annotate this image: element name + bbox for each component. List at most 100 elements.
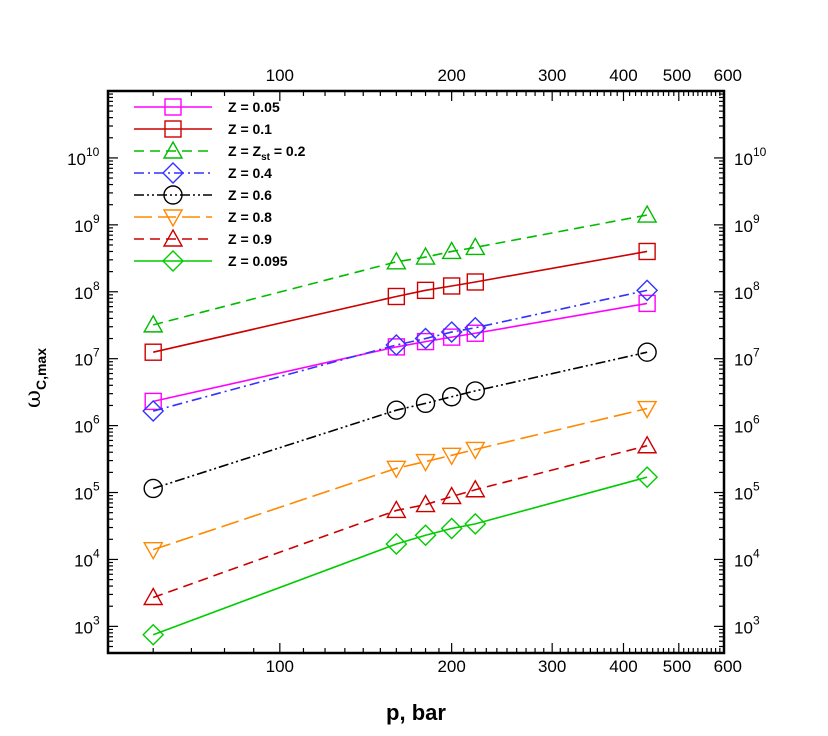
data-point	[440, 517, 463, 540]
series-3	[142, 279, 659, 423]
data-point	[143, 314, 164, 333]
y-tick-label-right-base: 10	[734, 485, 753, 504]
data-point	[143, 478, 163, 499]
y-tick-label-left: 10 3	[74, 613, 100, 637]
legend-label-main: Z = 0.8	[228, 209, 272, 225]
series-line-1	[153, 250, 648, 353]
y-tick-label-left: 10 7	[74, 346, 100, 370]
y-tick-label-left-base: 10	[74, 351, 93, 370]
y-tick-label-left: 10 4	[74, 546, 100, 570]
data-point	[144, 343, 162, 361]
data-point	[637, 342, 657, 362]
y-tick-label-left-base: 10	[74, 284, 93, 303]
legend-label: Z = 0.9	[228, 231, 272, 247]
legend-label-main: Z = 0.4	[228, 165, 272, 181]
legend-entry-5: Z = 0.8	[134, 209, 272, 228]
y-tick-label-left: 10 5	[74, 480, 100, 504]
legend-entry-7: Z = 0.095	[134, 250, 288, 272]
y-tick-label-right-base: 10	[734, 351, 753, 370]
data-point	[465, 441, 486, 460]
series-2	[143, 204, 658, 333]
y-tick-label-right-base: 10	[734, 418, 753, 437]
data-point	[636, 204, 658, 223]
legend-entry-3: Z = 0.4	[134, 162, 272, 184]
data-point	[465, 236, 486, 256]
legend-label: Z = 0.095	[228, 253, 288, 269]
plot-frame	[106, 89, 726, 655]
legend-label: Z = 0.4	[228, 165, 272, 181]
y-tick-label-right-base: 10	[734, 217, 753, 236]
y-tick-label-right: 10 4	[734, 546, 760, 570]
data-point	[466, 273, 484, 291]
legend-marker	[164, 98, 182, 116]
y-tick-label-left: 10 9	[74, 212, 100, 236]
series-line-5	[152, 407, 648, 551]
legend-entry-0: Z = 0.05	[134, 98, 280, 116]
legend-label-tail: = 0.2	[270, 143, 306, 159]
y-tick-label-right-exponent: 9	[753, 212, 760, 226]
legend-label-main: Z = 0.1	[228, 121, 272, 137]
data-point	[385, 533, 408, 556]
data-point	[441, 447, 462, 466]
x-tick-label-bottom: 300	[538, 657, 566, 676]
y-tick-label-left: 10 10	[67, 145, 100, 169]
x-tick-label-top: 600	[714, 66, 742, 85]
data-point	[441, 241, 462, 260]
data-point	[416, 281, 435, 300]
x-tick-label-bottom: 100	[266, 657, 294, 676]
legend-marker	[162, 209, 184, 228]
y-tick-label-right: 10 7	[734, 346, 760, 370]
data-point	[415, 393, 436, 414]
legend-entry-2: Z = Zst = 0.2	[134, 140, 306, 163]
legend-marker	[162, 162, 184, 184]
series-line-2	[152, 214, 648, 326]
y-axis-title-sub: C,max	[33, 348, 49, 390]
y-tick-label-left-exponent: 3	[93, 613, 100, 627]
data-point	[414, 327, 437, 350]
series-4	[143, 342, 657, 499]
series-line-4	[152, 351, 648, 490]
data-point	[142, 400, 165, 423]
data-point	[143, 541, 164, 561]
y-tick-label-left-base: 10	[74, 485, 93, 504]
y-tick-label-left-exponent: 4	[93, 546, 100, 560]
x-tick-label-bottom: 500	[663, 657, 691, 676]
y-tick-label-right-base: 10	[734, 150, 753, 169]
y-tick-label-right: 10 8	[734, 279, 760, 303]
y-tick-label-left-exponent: 7	[93, 346, 100, 360]
data-point	[442, 277, 461, 295]
data-point	[387, 287, 406, 306]
data-point	[385, 334, 408, 357]
y-tick-label-left-base: 10	[74, 551, 93, 570]
svg-text:ωC,max: ωC,max	[21, 348, 49, 408]
y-tick-label-right-exponent: 5	[753, 480, 760, 494]
data-point	[636, 400, 658, 419]
legend-label: Z = Zst = 0.2	[228, 143, 306, 163]
legend-label-main: Z = 0.095	[228, 253, 288, 269]
data-point	[144, 392, 162, 411]
data-point	[638, 294, 656, 313]
series-line-0	[153, 302, 648, 403]
y-tick-label-left-base: 10	[74, 217, 93, 236]
data-point	[415, 246, 436, 265]
data-point	[415, 494, 436, 513]
legend-label: Z = 0.1	[228, 121, 272, 137]
legend-entry-6: Z = 0.9	[134, 228, 272, 247]
series-line-3	[152, 289, 648, 412]
legend-label: Z = 0.6	[228, 187, 272, 203]
data-point	[386, 400, 407, 420]
series-6	[143, 435, 658, 606]
x-tick-label-bottom: 600	[714, 657, 742, 676]
data-point	[636, 466, 659, 489]
legend-marker	[162, 228, 184, 247]
x-tick-label-top: 300	[538, 66, 566, 85]
y-axis-title-main: ω	[21, 390, 46, 408]
y-tick-label-right: 10 5	[734, 480, 760, 504]
data-point	[415, 453, 436, 473]
data-point	[416, 332, 435, 351]
data-point	[386, 500, 407, 519]
y-tick-label-right-exponent: 6	[753, 413, 760, 427]
data-point	[440, 321, 463, 344]
y-tick-label-left-exponent: 9	[93, 212, 100, 226]
